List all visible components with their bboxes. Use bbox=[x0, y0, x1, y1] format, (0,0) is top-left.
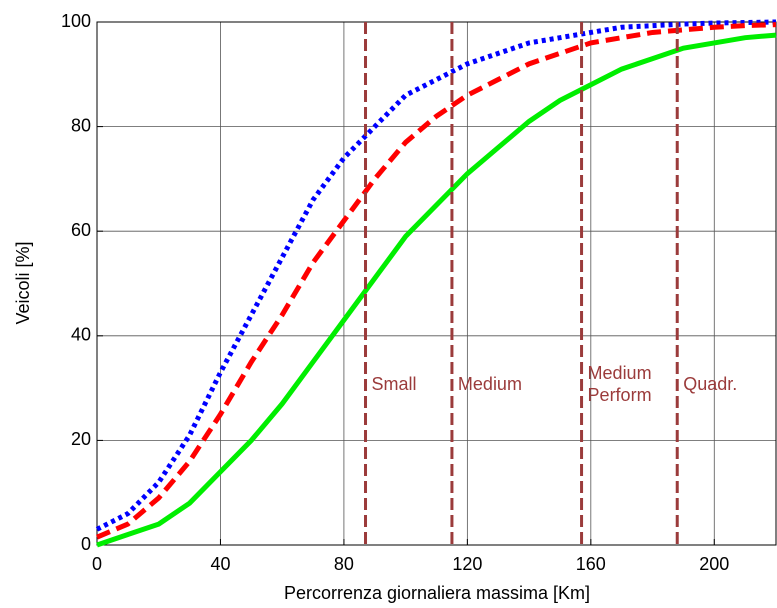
y-tick-label: 40 bbox=[71, 325, 91, 345]
series-line bbox=[96, 32, 777, 548]
y-tick-label: 20 bbox=[71, 429, 91, 449]
x-tick-label: 80 bbox=[334, 554, 354, 574]
y-tick-label: 100 bbox=[61, 11, 91, 31]
x-tick-label: 0 bbox=[92, 554, 102, 574]
series-line bbox=[95, 19, 777, 532]
y-tick-label: 0 bbox=[81, 534, 91, 554]
annotation: Perform bbox=[588, 385, 652, 405]
y-axis-label: Veicoli [%] bbox=[13, 241, 33, 324]
x-tick-label: 200 bbox=[699, 554, 729, 574]
x-tick-label: 120 bbox=[452, 554, 482, 574]
series-line bbox=[96, 22, 777, 540]
annotation: Small bbox=[372, 374, 417, 394]
annotation: Medium bbox=[458, 374, 522, 394]
y-tick-label: 60 bbox=[71, 220, 91, 240]
y-tick-label: 80 bbox=[71, 115, 91, 135]
x-tick-label: 160 bbox=[576, 554, 606, 574]
x-tick-label: 40 bbox=[210, 554, 230, 574]
annotation: Quadr. bbox=[683, 374, 737, 394]
x-axis-label: Percorrenza giornaliera massima [Km] bbox=[284, 583, 590, 603]
annotation: Medium bbox=[588, 363, 652, 383]
plot-frame bbox=[96, 21, 777, 546]
